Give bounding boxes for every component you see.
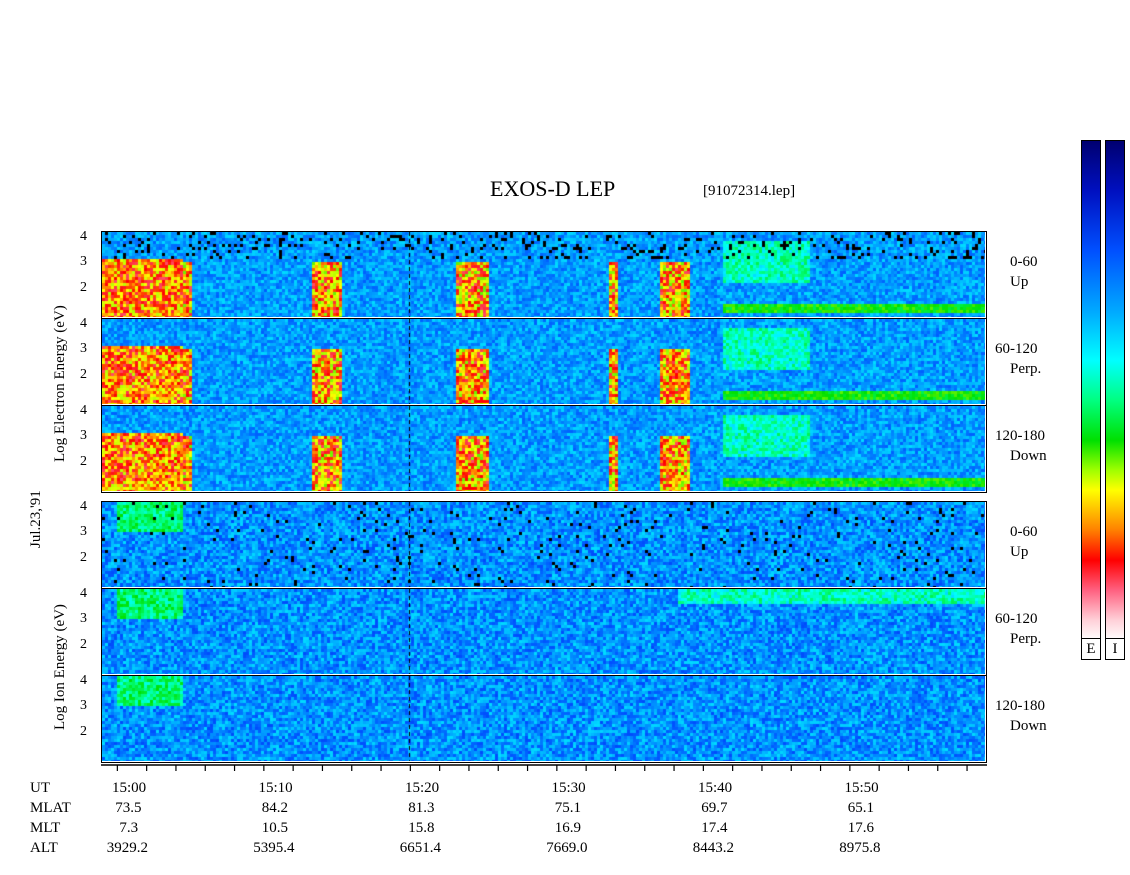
x-tick-label: 15:10: [258, 780, 293, 796]
x-tick-label: 15:00: [112, 780, 147, 796]
y-tick-label: 2: [80, 724, 87, 740]
spectrogram-panel: [101, 675, 987, 763]
ephemeris-value: 84.2: [261, 800, 288, 816]
spectrogram-image: [102, 232, 985, 317]
spectrogram-image: [102, 406, 985, 491]
pitch-angle-label: 120-180: [995, 698, 1045, 714]
colorbar: I: [1105, 140, 1125, 660]
colorbar: E: [1081, 140, 1101, 660]
colorbar-gradient: [1106, 141, 1124, 640]
y-tick-label: 2: [80, 550, 87, 566]
ephemeris-row-label: MLT: [30, 820, 61, 836]
ephemeris-value: 17.4: [701, 820, 728, 836]
ephemeris-value: 17.6: [847, 820, 874, 836]
y-tick-label: 3: [80, 524, 87, 540]
direction-label: Down: [1010, 718, 1047, 734]
ephemeris-value: 69.7: [701, 800, 728, 816]
ephemeris-value: 10.5: [261, 820, 288, 836]
ephemeris-value: 8975.8: [839, 840, 881, 856]
spectrogram-panel: [101, 501, 987, 589]
ephemeris-value: 15.8: [408, 820, 435, 836]
ephemeris-value: 7.3: [119, 820, 139, 836]
spectrogram-panel: [101, 231, 987, 319]
spectrogram-image: [102, 502, 985, 587]
spectrogram-image: [102, 589, 985, 674]
y-tick-label: 2: [80, 454, 87, 470]
spectrogram-image: [102, 676, 985, 761]
y-tick-label: 3: [80, 698, 87, 714]
ephemeris-value: 7669.0: [546, 840, 588, 856]
colorbar-label: I: [1106, 638, 1124, 659]
direction-label: Up: [1010, 274, 1029, 290]
pitch-angle-label: 0-60: [1010, 254, 1038, 270]
y-tick-label: 4: [80, 403, 87, 419]
ephemeris-value: 75.1: [554, 800, 581, 816]
spectrogram-panel: [101, 318, 987, 406]
y-tick-label: 3: [80, 428, 87, 444]
y-tick-label: 2: [80, 280, 87, 296]
y-tick-label: 4: [80, 316, 87, 332]
ephemeris-value: 65.1: [847, 800, 874, 816]
group-y-label: Log Electron Energy (eV): [52, 305, 68, 462]
colorbar-gradient: [1082, 141, 1100, 640]
ephemeris-value: 73.5: [115, 800, 142, 816]
ephemeris-row-label: UT: [30, 780, 50, 796]
ephemeris-value: 6651.4: [399, 840, 442, 856]
chart-title: EXOS-D LEP: [490, 176, 616, 201]
colorbar-label: E: [1082, 638, 1100, 659]
direction-label: Down: [1010, 448, 1047, 464]
pitch-angle-label: 60-120: [995, 611, 1038, 627]
ephemeris-row-label: MLAT: [30, 800, 71, 816]
file-label: [91072314.lep]: [703, 183, 796, 199]
ephemeris-value: 8443.2: [692, 840, 735, 856]
y-tick-label: 4: [80, 229, 87, 245]
x-tick-label: 15:20: [405, 780, 440, 796]
direction-label: Perp.: [1010, 631, 1042, 647]
pitch-angle-label: 60-120: [995, 341, 1038, 357]
spectrogram-image: [102, 319, 985, 404]
y-tick-label: 3: [80, 341, 87, 357]
direction-label: Up: [1010, 544, 1029, 560]
pitch-angle-label: 0-60: [1010, 524, 1038, 540]
y-tick-label: 4: [80, 673, 87, 689]
group-y-label: Log Ion Energy (eV): [52, 604, 68, 730]
ephemeris-value: 16.9: [554, 820, 581, 836]
y-tick-label: 4: [80, 499, 87, 515]
spectrogram-panel: [101, 405, 987, 493]
y-tick-label: 3: [80, 254, 87, 270]
y-tick-label: 4: [80, 586, 87, 602]
x-tick-label: 15:50: [844, 780, 879, 796]
y-tick-label: 3: [80, 611, 87, 627]
direction-label: Perp.: [1010, 361, 1042, 377]
ephemeris-value: 5395.4: [253, 840, 295, 856]
x-tick-label: 15:30: [551, 780, 586, 796]
ephemeris-value: 3929.2: [106, 840, 149, 856]
pitch-angle-label: 120-180: [995, 428, 1045, 444]
x-tick-label: 15:40: [698, 780, 733, 796]
y-tick-label: 2: [80, 367, 87, 383]
spectrogram-panel: [101, 588, 987, 676]
date-label: Jul.23,'91: [28, 490, 44, 548]
ephemeris-value: 81.3: [408, 800, 435, 816]
ephemeris-row-label: ALT: [30, 840, 58, 856]
y-tick-label: 2: [80, 637, 87, 653]
